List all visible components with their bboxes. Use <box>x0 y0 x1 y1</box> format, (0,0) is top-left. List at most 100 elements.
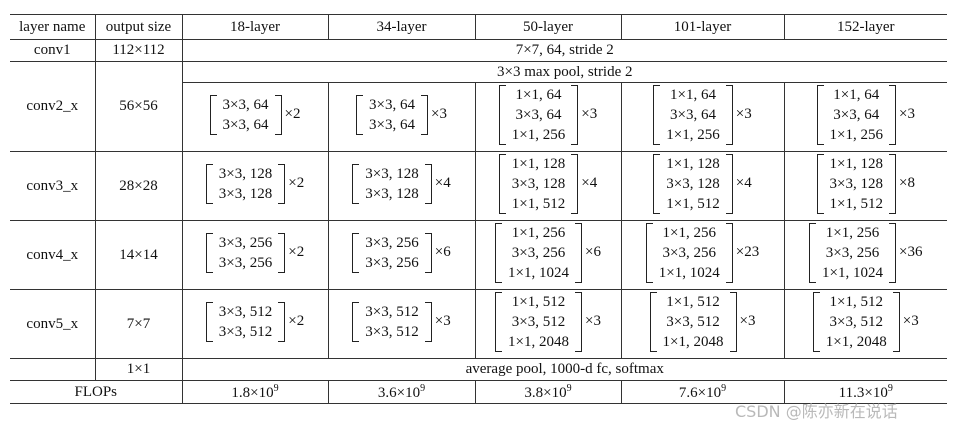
block-cell: 3×3, 512 3×3, 512 ×2 <box>181 289 329 359</box>
layer-spec: 3×3, 256 <box>365 254 419 271</box>
header-cell: 152-layer <box>783 14 947 40</box>
left-bracket <box>205 301 213 342</box>
layer-spec: 3×3, 256 <box>218 254 273 271</box>
left-bracket <box>645 222 653 283</box>
left-bracket <box>352 301 360 342</box>
layer-spec: 3×3, 64 <box>222 96 269 113</box>
layer-spec: 1×1, 128 <box>829 155 883 172</box>
residual-block: 1×1, 128 3×3, 128 1×1, 512 ×8 <box>816 153 915 214</box>
layer-spec: 3×3, 256 <box>511 244 566 261</box>
block-cell: 1×1, 64 3×3, 64 1×1, 256 ×3 <box>474 82 622 152</box>
layer-spec: 3×3, 512 <box>365 303 419 320</box>
left-bracket <box>495 222 503 283</box>
right-bracket <box>725 84 733 145</box>
residual-block: 1×1, 256 3×3, 256 1×1, 1024 ×23 <box>645 222 759 283</box>
block-cell: 3×3, 128 3×3, 128 ×4 <box>327 151 476 221</box>
flops-cell: 3.6×109 <box>327 380 476 404</box>
left-bracket <box>498 84 506 145</box>
left-bracket <box>205 163 213 204</box>
layer-spec: 3×3, 64 <box>515 106 562 123</box>
residual-block: 3×3, 256 3×3, 256 ×2 <box>205 232 305 273</box>
left-bracket <box>653 84 661 145</box>
flops-row: FLOPs 1.8×109 3.6×109 3.8×109 7.6×109 11… <box>10 380 947 404</box>
block-cell: 3×3, 64 3×3, 64 ×3 <box>327 82 476 152</box>
layer-spec: 3×3, 512 <box>365 323 419 340</box>
block-multiplier: ×3 <box>585 313 601 329</box>
residual-block: 1×1, 128 3×3, 128 1×1, 512 ×4 <box>498 153 598 214</box>
layer-spec: 1×1, 256 <box>829 126 883 143</box>
output-size-cell: 28×28 <box>94 151 183 221</box>
layer-spec: 1×1, 256 <box>666 126 720 143</box>
block-multiplier: ×3 <box>902 313 919 329</box>
left-bracket <box>498 153 506 214</box>
layer-name-cell: conv2_x <box>10 61 96 152</box>
output-size-cell: 112×112 <box>94 39 183 62</box>
residual-block: 1×1, 64 3×3, 64 1×1, 256 ×3 <box>498 84 597 145</box>
left-bracket <box>209 94 217 135</box>
left-bracket <box>495 291 503 352</box>
right-bracket <box>889 153 896 214</box>
header-row: layer name output size 18-layer 34-layer… <box>10 14 947 40</box>
left-bracket <box>352 232 360 273</box>
block-multiplier: ×6 <box>585 244 601 260</box>
block-multiplier: ×2 <box>284 106 301 122</box>
block-cell: 1×1, 512 3×3, 512 1×1, 2048 ×3 <box>474 289 622 359</box>
block-cell: 1×1, 256 3×3, 256 1×1, 1024 ×36 <box>783 220 947 290</box>
right-bracket <box>278 301 286 342</box>
layer-spec: 1×1, 256 <box>511 126 566 143</box>
layer-spec: 3×3, 128 <box>511 175 566 192</box>
output-size-cell: 14×14 <box>94 220 183 290</box>
layer-spec: 1×1, 64 <box>515 86 562 103</box>
block-multiplier: ×36 <box>899 244 923 260</box>
conv1-row: conv1 112×112 7×7, 64, stride 2 <box>10 39 947 62</box>
layer-name-cell: conv3_x <box>10 151 96 221</box>
residual-block: 3×3, 512 3×3, 512 ×3 <box>352 301 451 342</box>
stage-row: 3×3, 64 3×3, 64 ×2 3×3, 64 3×3, 64 ×3 1×1, 64 3… <box>10 82 947 152</box>
residual-block: 1×1, 64 3×3, 64 1×1, 256 ×3 <box>816 84 915 145</box>
block-multiplier: ×3 <box>899 106 915 122</box>
header-cell: 34-layer <box>327 14 476 40</box>
flops-cell: 1.8×109 <box>181 380 329 404</box>
layer-spec: 1×1, 64 <box>670 86 716 103</box>
block-cell: 3×3, 256 3×3, 256 ×6 <box>327 220 476 290</box>
header-cell: 18-layer <box>181 14 329 40</box>
left-bracket <box>352 163 360 204</box>
layer-spec: 1×1, 256 <box>662 224 716 241</box>
right-bracket <box>274 94 282 135</box>
right-bracket <box>278 232 286 273</box>
pool-row: conv2_x 56×56 3×3 max pool, stride 2 <box>10 61 947 152</box>
block-multiplier: ×6 <box>434 244 451 260</box>
output-size-cell: 7×7 <box>94 289 183 359</box>
residual-block: 3×3, 256 3×3, 256 ×6 <box>352 232 451 273</box>
layer-spec: 3×3, 128 <box>829 175 883 192</box>
left-bracket <box>653 153 661 214</box>
block-cell: 1×1, 512 3×3, 512 1×1, 2048 ×3 <box>783 289 947 359</box>
flops-cell: 11.3×109 <box>783 380 947 404</box>
block-multiplier: ×2 <box>288 313 305 329</box>
header-cell: 50-layer <box>474 14 622 40</box>
layer-spec: 1×1, 2048 <box>662 333 724 350</box>
block-cell: 1×1, 128 3×3, 128 1×1, 512 ×4 <box>474 151 622 221</box>
residual-block: 1×1, 256 3×3, 256 1×1, 1024 ×6 <box>495 222 601 283</box>
block-multiplier: ×2 <box>288 244 305 260</box>
left-bracket <box>809 222 817 283</box>
flops-label: FLOPs <box>10 380 183 404</box>
block-cell: 1×1, 128 3×3, 128 1×1, 512 ×8 <box>783 151 947 221</box>
layer-spec: 1×1, 256 <box>511 224 566 241</box>
layer-spec: 1×1, 512 <box>666 293 720 310</box>
layer-name-cell <box>10 358 96 381</box>
layer-spec: 3×3, 512 <box>511 313 566 330</box>
residual-block: 1×1, 64 3×3, 64 1×1, 256 ×3 <box>653 84 752 145</box>
stage-row: conv5_x 7×7 3×3, 512 3×3, 512 ×2 3×3, 512 3×… <box>10 289 947 359</box>
block-multiplier: ×2 <box>288 175 305 191</box>
layer-name-cell: conv4_x <box>10 220 96 290</box>
flops-cell: 3.8×109 <box>474 380 622 404</box>
block-cell: 1×1, 256 3×3, 256 1×1, 1024 ×6 <box>474 220 622 290</box>
watermark: CSDN @陈亦新在说话 <box>735 402 898 421</box>
layer-spec: 3×3, 128 <box>365 185 419 202</box>
residual-block: 3×3, 64 3×3, 64 ×3 <box>356 94 447 135</box>
block-multiplier: ×4 <box>581 175 598 191</box>
layer-spec: 3×3, 128 <box>218 165 273 182</box>
layer-spec: 1×1, 1024 <box>658 264 720 281</box>
block-cell: 1×1, 512 3×3, 512 1×1, 2048 ×3 <box>620 289 785 359</box>
